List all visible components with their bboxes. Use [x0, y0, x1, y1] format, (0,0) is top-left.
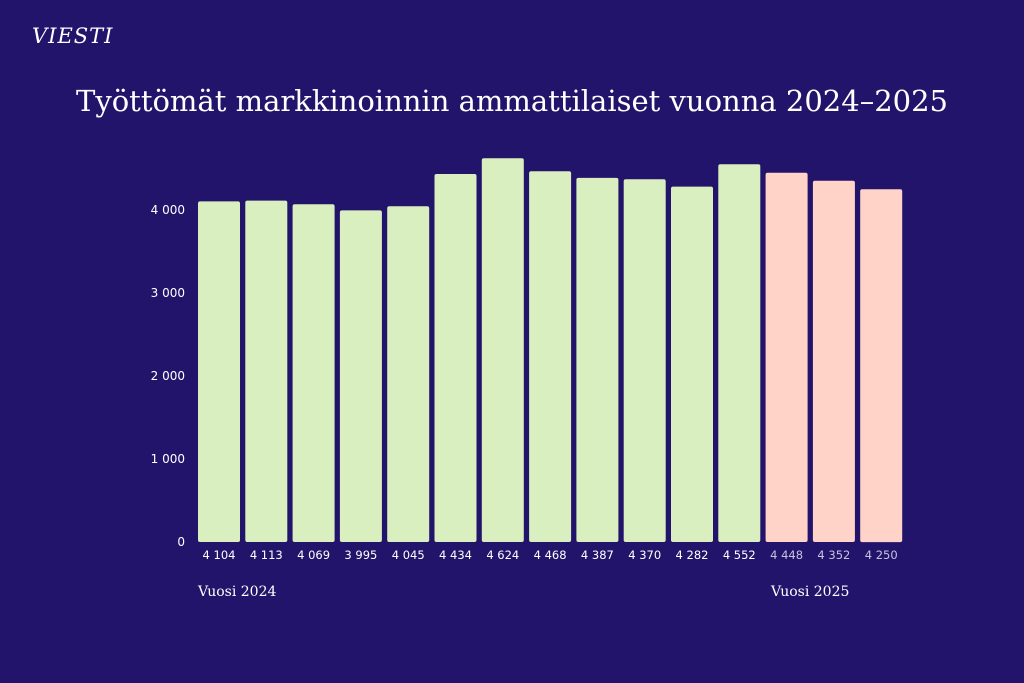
bar-value-label: 4 282: [676, 548, 709, 562]
bar: [671, 186, 713, 542]
bar: [576, 177, 619, 542]
bar: [387, 206, 430, 543]
bar-value-label: 4 434: [439, 548, 472, 562]
bar: [765, 172, 808, 543]
y-tick-label: 4 000: [151, 203, 185, 217]
viesti-logo: VIESTI: [32, 24, 114, 48]
value-labels: 4 104 4 113 4 069 3 995 4 045 4 434 4 624 4 468…: [203, 548, 898, 562]
bar: [529, 171, 572, 542]
bar-value-label: 3 995: [344, 548, 377, 562]
bar-value-label: 4 552: [723, 548, 756, 562]
bar: [481, 158, 524, 542]
bar: [812, 180, 855, 543]
bar: [339, 210, 382, 542]
bar-value-label: 4 104: [203, 548, 236, 562]
bar: [198, 201, 240, 542]
bar-value-label: 4 069: [297, 548, 330, 562]
bar-value-label: 4 468: [534, 548, 567, 562]
bar-value-label: 4 250: [865, 548, 898, 562]
bar: [434, 174, 477, 542]
bar-value-label: 4 352: [817, 548, 850, 562]
group-label-2024: Vuosi 2024: [198, 584, 277, 600]
bar-value-label: 4 113: [250, 548, 283, 562]
bar-value-label: 4 448: [770, 548, 803, 562]
bar: [245, 200, 288, 542]
group-label-2025: Vuosi 2025: [771, 584, 850, 600]
y-tick-label: 0: [177, 535, 185, 549]
y-tick-label: 3 000: [151, 286, 185, 300]
y-tick-label: 1 000: [151, 452, 185, 466]
y-tick-label: 2 000: [151, 369, 185, 383]
bar: [718, 164, 761, 542]
bar-value-label: 4 624: [486, 548, 519, 562]
bar: [860, 189, 903, 543]
y-axis-ticks: 0 1 000 2 000 3 000 4 000: [151, 203, 185, 549]
bar-value-label: 4 387: [581, 548, 614, 562]
bar: [292, 204, 335, 543]
bar-value-label: 4 045: [392, 548, 425, 562]
bar-value-label: 4 370: [628, 548, 661, 562]
bar: [623, 179, 666, 543]
bars: [198, 158, 903, 543]
chart-title: Työttömät markkinoinnin ammattilaiset vu…: [75, 84, 949, 118]
